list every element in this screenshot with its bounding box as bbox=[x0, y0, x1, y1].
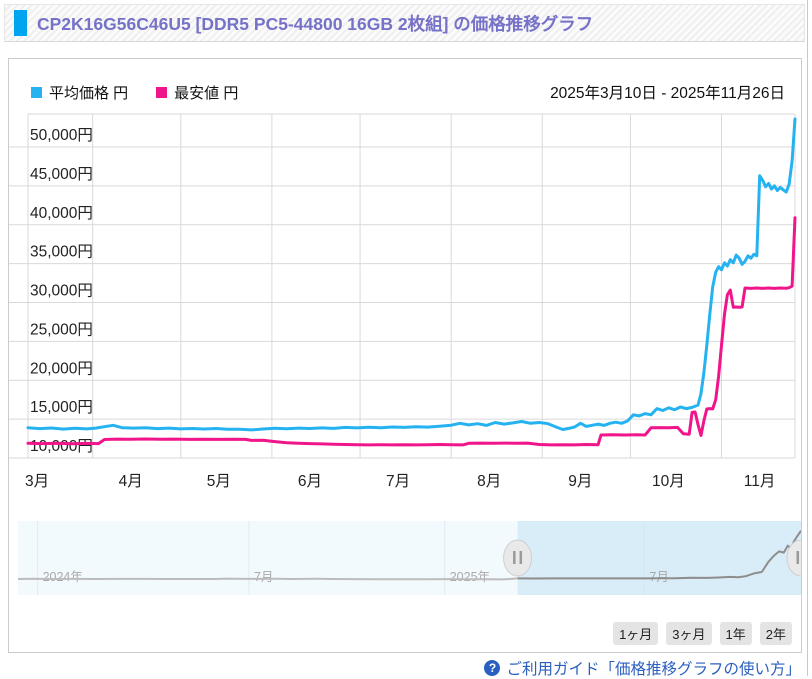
svg-text:11月: 11月 bbox=[744, 473, 776, 490]
range-navigator[interactable]: 2024年 7月 2025年 7月 bbox=[9, 518, 801, 600]
range-button-1year[interactable]: 1年 bbox=[719, 622, 752, 645]
svg-text:4月: 4月 bbox=[119, 473, 143, 490]
title-bar: CP2K16G56C46U5 [DDR5 PC5-44800 16GB 2枚組]… bbox=[4, 4, 805, 42]
svg-text:5月: 5月 bbox=[207, 473, 231, 490]
legend-item-lowest[interactable]: 最安値 円 bbox=[156, 82, 238, 103]
svg-text:30,000円: 30,000円 bbox=[30, 283, 93, 300]
title-accent-bar bbox=[14, 10, 27, 36]
svg-text:2024年: 2024年 bbox=[43, 570, 83, 584]
svg-text:7月: 7月 bbox=[386, 473, 410, 490]
svg-text:7月: 7月 bbox=[649, 570, 668, 584]
svg-text:9月: 9月 bbox=[568, 473, 592, 490]
legend-label-average: 平均価格 円 bbox=[49, 84, 129, 102]
range-button-3months[interactable]: 3ヶ月 bbox=[666, 622, 712, 645]
average-price-swatch bbox=[31, 86, 42, 98]
svg-text:10,000円: 10,000円 bbox=[30, 438, 93, 455]
svg-text:2025年: 2025年 bbox=[450, 570, 490, 584]
range-button-1month[interactable]: 1ヶ月 bbox=[613, 622, 659, 645]
svg-text:8月: 8月 bbox=[477, 473, 501, 490]
date-range: 2025年3月10日 - 2025年11月26日 bbox=[550, 85, 785, 102]
svg-text:3月: 3月 bbox=[25, 473, 49, 490]
svg-text:7月: 7月 bbox=[254, 570, 273, 584]
legend-item-average[interactable]: 平均価格 円 bbox=[31, 82, 128, 103]
svg-text:35,000円: 35,000円 bbox=[30, 244, 93, 261]
usage-guide-link[interactable]: ご利用ガイド「価格推移グラフの使い方」 bbox=[506, 661, 801, 678]
svg-text:15,000円: 15,000円 bbox=[30, 399, 93, 416]
svg-text:45,000円: 45,000円 bbox=[30, 166, 93, 183]
chart-panel: 平均価格 円 最安値 円 2025年3月10日 - 2025年11月26日 10… bbox=[8, 58, 802, 653]
svg-text:40,000円: 40,000円 bbox=[30, 205, 93, 222]
range-button-2years[interactable]: 2年 bbox=[759, 622, 792, 645]
range-buttons: 1ヶ月 3ヶ月 1年 2年 bbox=[613, 622, 792, 645]
legend-label-lowest: 最安値 円 bbox=[174, 84, 239, 102]
help-link-row: ? ご利用ガイド「価格推移グラフの使い方」 bbox=[2, 657, 807, 679]
svg-text:6月: 6月 bbox=[298, 473, 322, 490]
legend-row: 平均価格 円 最安値 円 2025年3月10日 - 2025年11月26日 bbox=[9, 59, 801, 103]
svg-text:50,000円: 50,000円 bbox=[30, 127, 93, 144]
question-mark-icon: ? bbox=[484, 660, 501, 676]
svg-text:10月: 10月 bbox=[652, 473, 685, 490]
lowest-price-swatch bbox=[156, 86, 168, 98]
svg-text:25,000円: 25,000円 bbox=[30, 321, 93, 338]
price-history-chart-canvas[interactable]: 10,000円 15,000円 20,000円 25,000円 30,000円 35,00… bbox=[9, 105, 801, 507]
svg-text:20,000円: 20,000円 bbox=[30, 360, 93, 377]
page-title: CP2K16G56C46U5 [DDR5 PC5-44800 16GB 2枚組]… bbox=[37, 13, 594, 34]
